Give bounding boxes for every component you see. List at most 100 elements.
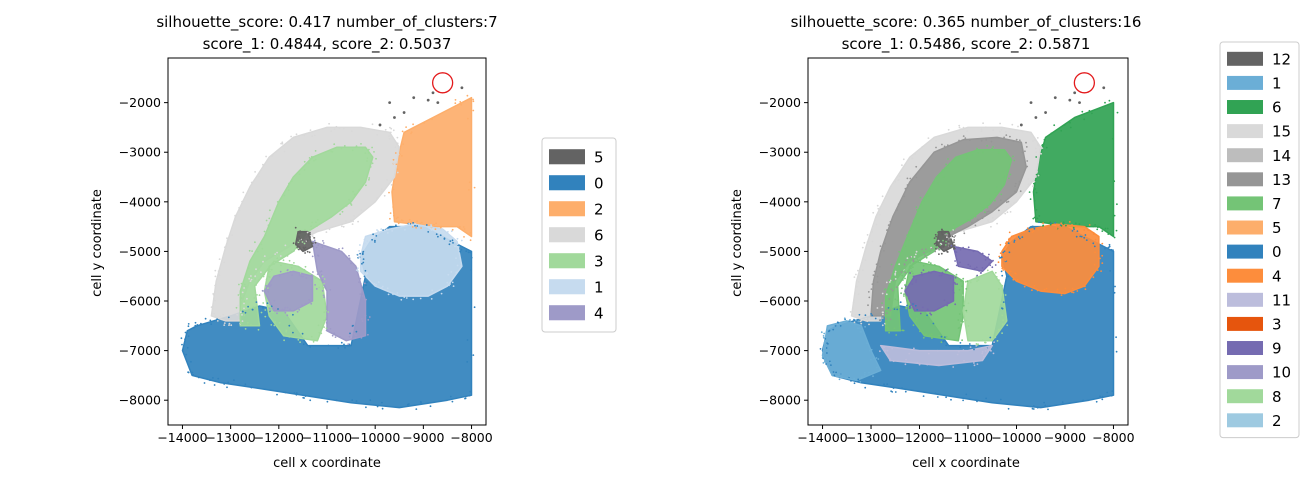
right-scatter-point	[867, 291, 870, 293]
right-scatter-point	[962, 246, 964, 249]
left-scatter-point	[434, 228, 437, 231]
right-scatter-point	[927, 352, 930, 355]
right-scatter-point	[1033, 216, 1036, 219]
left-scatter-point	[269, 276, 271, 279]
left-scatter-point	[329, 327, 332, 330]
left-scatter-point	[366, 240, 369, 243]
left-scatter-point	[404, 228, 406, 231]
left-scatter-point	[320, 270, 323, 273]
left-scatter-point	[358, 188, 361, 191]
right-scatter-point	[887, 307, 890, 309]
right-scatter-point	[915, 281, 917, 283]
left-scatter-point	[326, 400, 329, 403]
left-scatter-point	[430, 298, 433, 300]
right-scatter-point	[1019, 237, 1021, 240]
right-scatter-point	[997, 328, 1000, 331]
right-scatter-point	[916, 361, 919, 364]
left-scatter-point	[345, 205, 348, 207]
left-scatter-point	[303, 134, 306, 137]
right-legend-label: 11	[1272, 291, 1291, 309]
right-outlier-point	[1073, 91, 1077, 95]
left-scatter-point	[451, 281, 454, 284]
left-scatter-point	[335, 399, 338, 402]
left-scatter-point	[184, 338, 186, 341]
left-scatter-point	[352, 220, 354, 223]
right-scatter-point	[1009, 270, 1012, 273]
left-scatter-point	[252, 306, 255, 308]
right-scatter-point	[986, 144, 988, 147]
right-scatter-point	[906, 286, 909, 289]
right-scatter-point	[889, 318, 892, 321]
right-scatter-point	[969, 279, 972, 282]
right-scatter-point	[960, 279, 963, 282]
right-scatter-point	[1026, 160, 1029, 162]
left-scatter-point	[381, 401, 383, 404]
left-scatter-point	[262, 302, 265, 304]
right-scatter-point	[1113, 214, 1116, 217]
right-scatter-point	[1005, 134, 1008, 137]
right-scatter-point	[827, 366, 830, 369]
right-outlier-point	[1078, 101, 1081, 105]
right-scatter-point	[1001, 307, 1004, 310]
right-scatter-point	[966, 284, 969, 287]
right-scatter-point	[883, 250, 885, 252]
right-scatter-point	[989, 264, 992, 267]
left-scatter-point	[264, 309, 267, 311]
right-scatter-point	[877, 358, 880, 360]
right-scatter-point	[1007, 200, 1010, 203]
right-scatter-point	[1043, 227, 1046, 230]
left-scatter-point	[303, 160, 306, 163]
left-scatter-point	[429, 405, 432, 408]
right-scatter-point	[998, 190, 1001, 193]
left-scatter-point	[372, 233, 374, 236]
left-legend-swatch	[549, 227, 585, 243]
right-scatter-point	[928, 261, 930, 264]
right-legend-swatch	[1227, 389, 1263, 404]
right-scatter-point	[1068, 221, 1071, 223]
right-scatter-point	[925, 196, 928, 199]
subplot-right: silhouette_score: 0.365 number_of_cluste…	[730, 13, 1300, 471]
left-scatter-point	[335, 125, 338, 128]
left-scatter-point	[234, 219, 237, 222]
left-scatter-point	[216, 318, 219, 320]
left-scatter-point	[388, 191, 390, 194]
left-scatter-point	[313, 239, 316, 242]
right-scatter-point	[924, 248, 927, 251]
left-scatter-point	[341, 225, 343, 228]
left-scatter-point	[473, 186, 476, 189]
right-scatter-point	[1013, 241, 1016, 243]
right-scatter-point	[879, 350, 881, 353]
left-scatter-point	[222, 313, 225, 316]
right-legend-label: 9	[1272, 340, 1282, 358]
left-scatter-point	[469, 232, 472, 234]
left-scatter-point	[287, 189, 290, 192]
left-scatter-point	[320, 273, 323, 276]
left-scatter-point	[244, 311, 247, 314]
left-scatter-point	[416, 220, 418, 223]
left-scatter-point	[250, 324, 253, 326]
right-scatter-point	[905, 358, 907, 361]
right-scatter-point	[1115, 336, 1117, 339]
left-scatter-point	[377, 230, 379, 233]
right-scatter-point	[925, 333, 927, 336]
right-scatter-point	[911, 266, 914, 269]
right-scatter-point	[962, 399, 964, 402]
left-scatter-point	[397, 226, 400, 229]
right-scatter-point	[949, 277, 952, 280]
left-scatter-point	[272, 311, 275, 314]
left-scatter-point	[315, 225, 318, 228]
right-scatter-point	[918, 363, 921, 366]
left-scatter-point	[241, 200, 244, 203]
right-y-tick-label: −2000	[759, 95, 801, 110]
left-outlier-point	[460, 86, 464, 90]
left-scatter-point	[439, 226, 442, 229]
left-scatter-point	[388, 135, 390, 138]
left-scatter-point	[350, 130, 353, 133]
left-scatter-point	[441, 228, 443, 231]
right-scatter-point	[903, 263, 906, 265]
left-scatter-point	[228, 324, 230, 326]
right-scatter-point	[891, 391, 894, 393]
right-scatter-point	[841, 373, 843, 375]
right-scatter-point	[938, 248, 941, 251]
